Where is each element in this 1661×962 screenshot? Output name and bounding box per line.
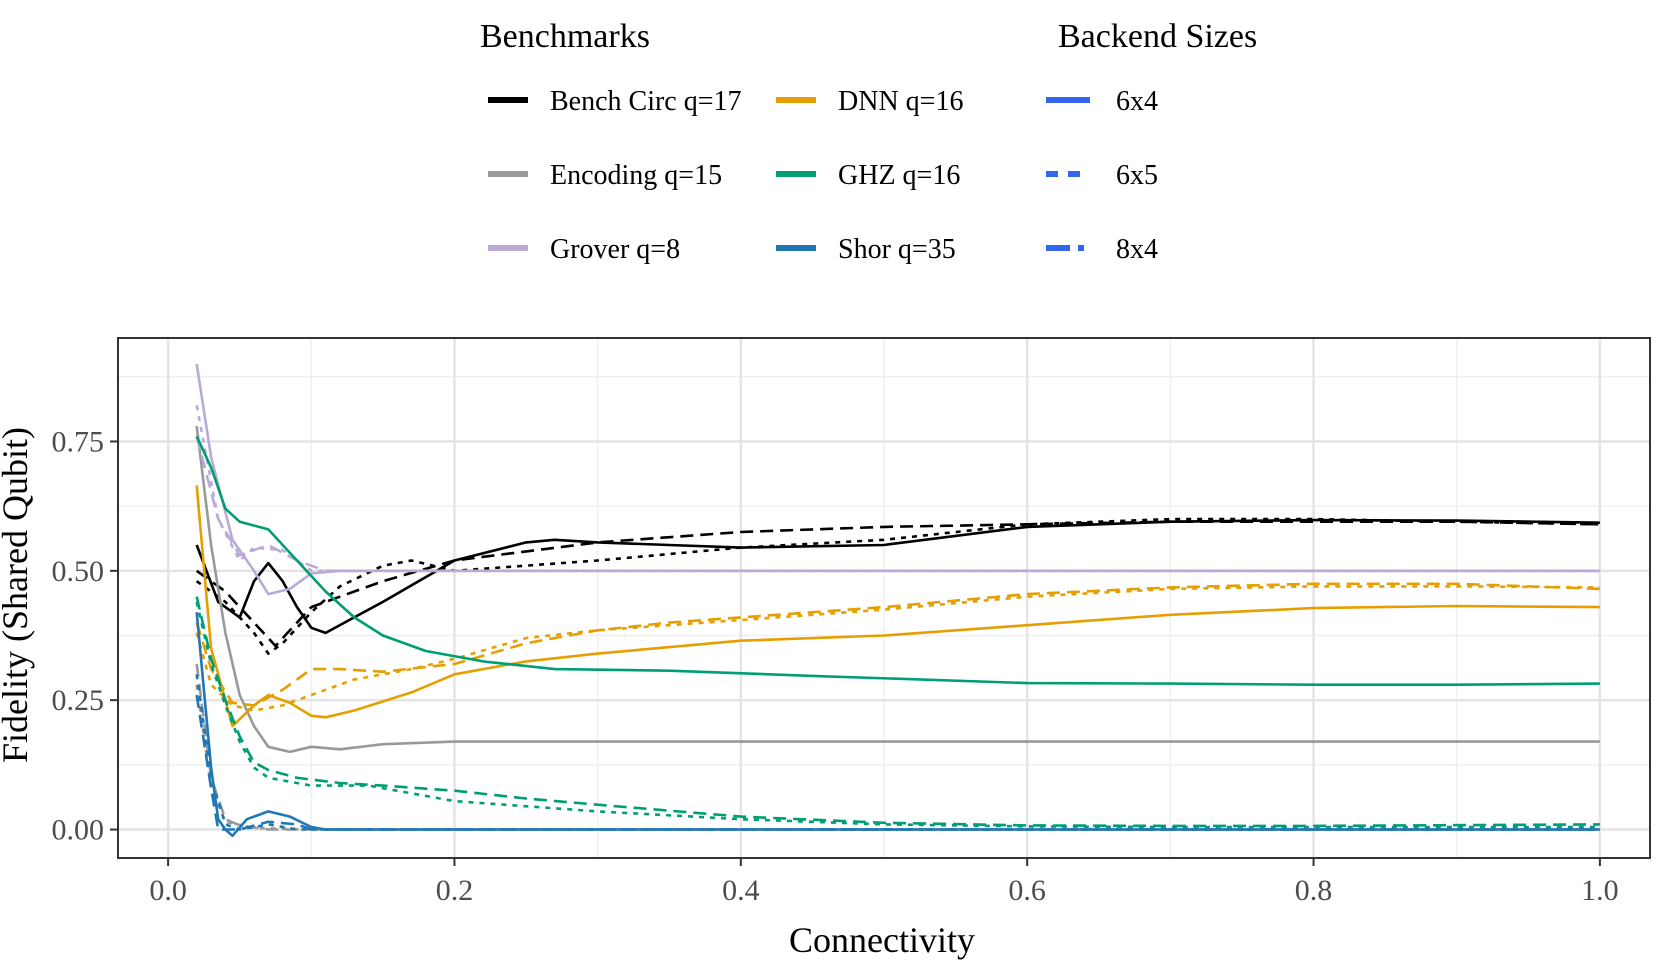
x-axis-label: Connectivity xyxy=(789,920,975,960)
series-dnn-q-16-6x4 xyxy=(195,485,1600,728)
series-lines xyxy=(195,363,1600,838)
legend-label: 6x5 xyxy=(1116,160,1158,191)
legend-benchmark-items: Bench Circ q=17 Encoding q=15 Grover q=8 DN… xyxy=(488,86,963,265)
y-tick-label: 0.50 xyxy=(52,555,105,588)
series-dnn-q-16-8x4 xyxy=(195,585,1600,712)
x-tick-label: 0.4 xyxy=(722,874,760,907)
y-axis: 0.00 0.25 0.50 0.75 xyxy=(52,425,118,847)
legend-label: 6x4 xyxy=(1116,86,1158,117)
series-grover-q-8-6x5 xyxy=(195,435,1600,573)
series-ghz-q-16-6x5 xyxy=(195,596,1600,828)
legend-label: Shor q=35 xyxy=(838,234,956,265)
panel-border xyxy=(117,337,1651,859)
x-tick-label: 1.0 xyxy=(1581,874,1619,907)
series-ghz-q-16-6x4 xyxy=(195,435,1600,686)
legend-backend-items: 6x4 6x5 8x4 xyxy=(1046,86,1158,265)
legend-backends-title: Backend Sizes xyxy=(1058,18,1257,55)
y-tick-label: 0.25 xyxy=(52,684,105,717)
x-tick-label: 0.8 xyxy=(1295,874,1333,907)
series-bench-circ-q-17-6x5 xyxy=(195,520,1600,648)
x-axis: 0.0 0.2 0.4 0.6 0.8 1.0 xyxy=(149,858,1619,907)
legend-label: GHZ q=16 xyxy=(838,160,960,191)
series-ghz-q-16-8x4 xyxy=(195,601,1600,829)
legend-label: DNN q=16 xyxy=(838,86,963,117)
x-tick-label: 0.6 xyxy=(1008,874,1046,907)
series-shor-q-35-8x4 xyxy=(195,674,1600,831)
x-tick-label: 0.2 xyxy=(436,874,474,907)
series-shor-q-35-6x5 xyxy=(195,694,1600,831)
legend-label: 8x4 xyxy=(1116,234,1158,265)
x-tick-label: 0.0 xyxy=(149,874,187,907)
series-bench-circ-q-17-8x4 xyxy=(195,517,1600,655)
series-encoding-q-15-6x4 xyxy=(195,425,1600,754)
y-axis-label: Fidelity (Shared Qubit) xyxy=(0,427,35,763)
legend-label: Bench Circ q=17 xyxy=(550,86,742,117)
legend: Benchmarks Backend Sizes Bench Circ q=17… xyxy=(480,18,1257,265)
series-dnn-q-16-6x5 xyxy=(195,582,1600,707)
legend-label: Encoding q=15 xyxy=(550,160,722,191)
y-tick-label: 0.00 xyxy=(52,814,105,847)
plot-panel xyxy=(117,337,1651,859)
legend-benchmarks-title: Benchmarks xyxy=(480,18,650,55)
legend-label: Grover q=8 xyxy=(550,234,680,265)
series-grover-q-8-8x4 xyxy=(195,405,1600,573)
y-tick-label: 0.75 xyxy=(52,425,105,458)
